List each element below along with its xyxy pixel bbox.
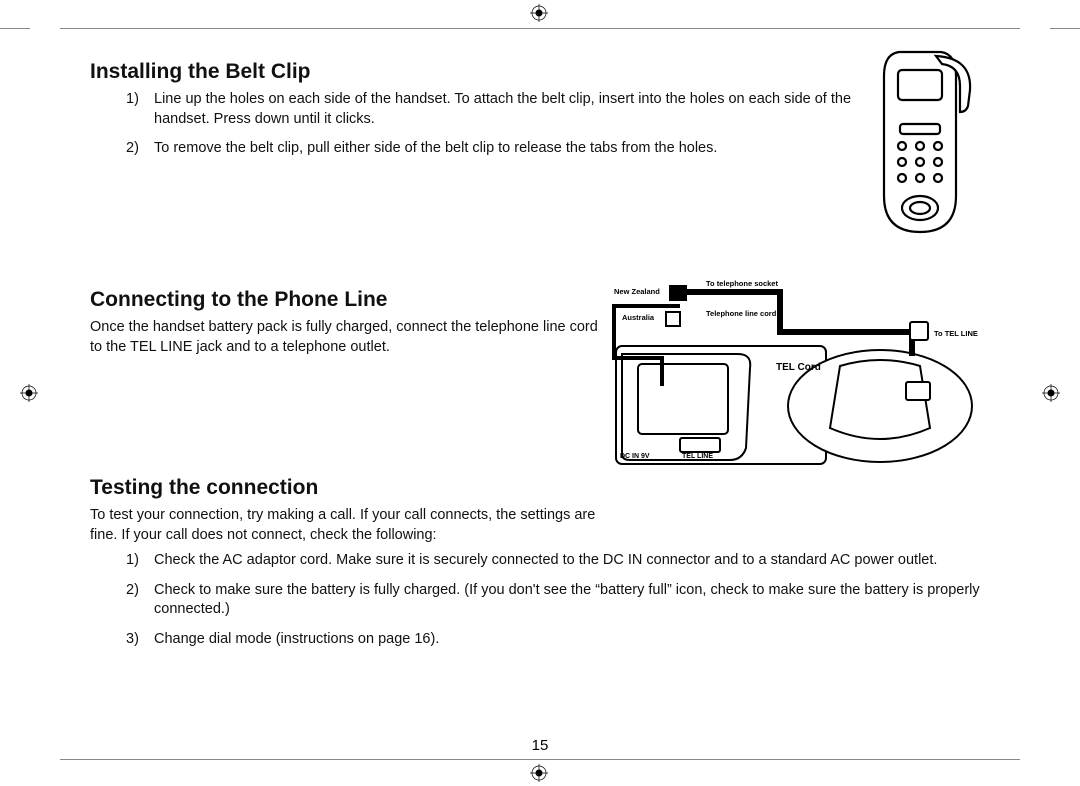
connecting-body: Once the handset battery pack is fully c… (90, 318, 610, 357)
testing-body: To test your connection, try making a ca… (90, 506, 610, 545)
label-australia: Australia (622, 313, 655, 322)
testing-step-2: Check to make sure the battery is fully … (154, 581, 990, 620)
registration-mark-icon (530, 764, 548, 782)
heading-testing: Testing the connection (90, 476, 990, 500)
label-to-socket: To telephone socket (706, 279, 778, 288)
testing-step-3: Change dial mode (instructions on page 1… (154, 630, 990, 650)
registration-mark-icon (530, 4, 548, 22)
belt-step-2: To remove the belt clip, pull either sid… (154, 139, 894, 159)
page-content: Installing the Belt Clip Line up the hol… (90, 60, 990, 677)
belt-clip-illustration (864, 46, 984, 236)
section-connecting: Connecting to the Phone Line Once the ha… (90, 288, 990, 448)
heading-belt-clip: Installing the Belt Clip (90, 60, 990, 84)
registration-mark-icon (1042, 384, 1060, 402)
testing-step-1: Check the AC adaptor cord. Make sure it … (154, 551, 990, 571)
registration-mark-icon (20, 384, 38, 402)
phone-line-diagram: New Zealand Australia To telephone socke… (610, 258, 990, 468)
label-tel-line: TEL LINE (682, 453, 713, 460)
label-new-zealand: New Zealand (614, 287, 660, 296)
section-belt-clip: Installing the Belt Clip Line up the hol… (90, 60, 990, 260)
label-dc-in: DC IN 9V (620, 453, 650, 460)
label-to-tel-line: To TEL LINE (934, 329, 978, 338)
section-testing: Testing the connection To test your conn… (90, 476, 990, 649)
label-tel-cord-bold: TEL Cord (776, 362, 821, 373)
label-tel-cord: Telephone line cord (706, 309, 777, 318)
belt-step-1: Line up the holes on each side of the ha… (154, 90, 894, 129)
page-number: 15 (0, 737, 1080, 754)
